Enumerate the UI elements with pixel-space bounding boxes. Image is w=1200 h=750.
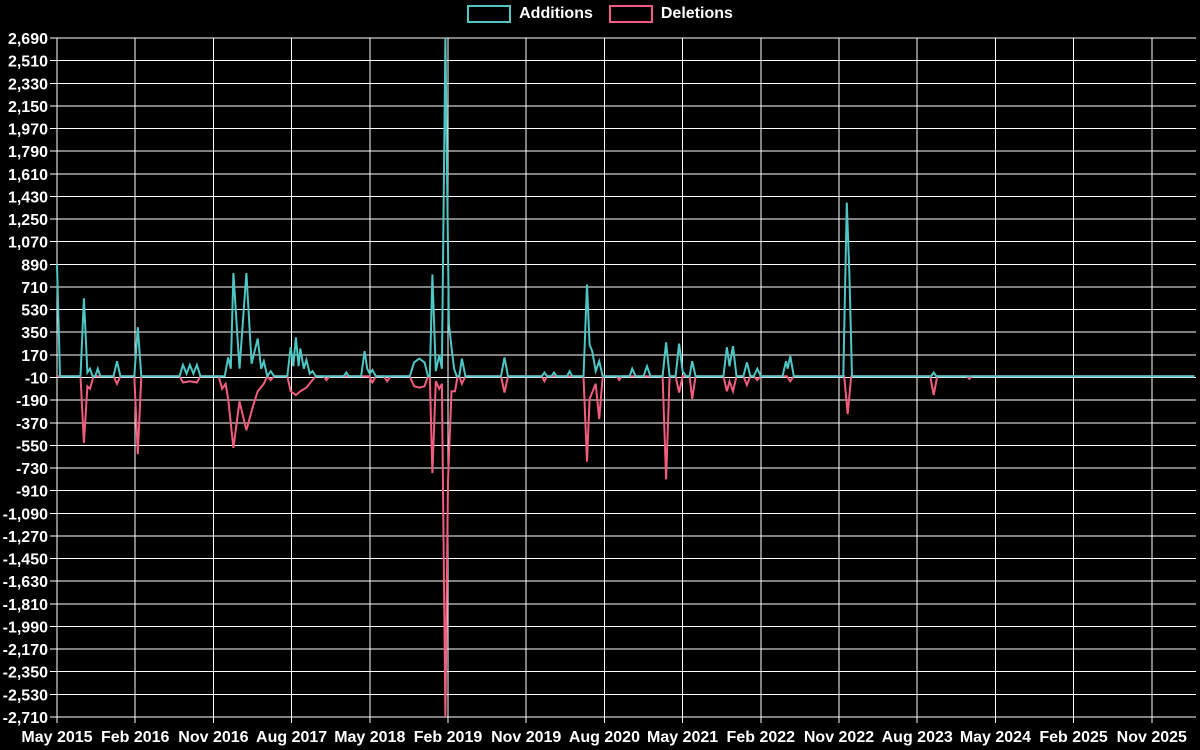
y-axis-tick-label: 1,790 [8,144,48,161]
x-axis-tick-label: May 2021 [647,729,718,746]
y-axis-tick-label: 2,690 [8,31,48,48]
x-axis-tick-label: Nov 2019 [491,729,561,746]
y-axis-tick-label: 2,150 [8,99,48,116]
y-axis-tick-label: 350 [21,325,48,342]
legend-item-additions: Additions [467,5,593,23]
legend-label-deletions: Deletions [660,5,733,22]
y-axis-tick-label: -1,630 [3,574,48,591]
x-axis-tick-label: Nov 2022 [804,729,874,746]
x-axis-tick-label: Nov 2016 [178,729,248,746]
x-axis-tick-label: Aug 2020 [569,729,640,746]
x-axis-tick-label: Feb 2025 [1039,729,1108,746]
y-axis-tick-label: -1,270 [3,529,48,546]
y-axis-tick-label: -2,530 [3,687,48,704]
x-axis-tick-label: May 2018 [334,729,405,746]
y-axis-tick-label: -2,170 [3,642,48,659]
y-axis-tick-label: 2,330 [8,76,48,93]
x-axis-tick-label: May 2015 [21,729,92,746]
y-axis-tick-label: 1,250 [8,212,48,229]
chart-legend: Additions Deletions [0,5,1200,23]
x-axis-tick-label: May 2024 [960,729,1031,746]
y-axis-tick-label: -910 [16,484,48,501]
y-axis-tick-label: 1,610 [8,167,48,184]
y-axis-tick-label: -730 [16,461,48,478]
x-axis-tick-label: Nov 2025 [1117,729,1187,746]
y-axis-tick-label: 1,430 [8,189,48,206]
x-axis-tick-label: Aug 2017 [256,729,327,746]
legend-label-additions: Additions [519,5,593,22]
deletions-swatch-icon [608,5,653,23]
x-axis-tick-label: Feb 2022 [727,729,796,746]
y-axis-tick-label: 710 [21,280,48,297]
y-axis-tick-label: 530 [21,303,48,320]
legend-item-deletions: Deletions [608,5,733,23]
additions-swatch-icon [467,5,512,23]
y-axis-tick-label: 170 [21,348,48,365]
y-axis-tick-label: -2,710 [3,710,48,727]
additions-series-line [56,37,1195,379]
y-axis-tick-label: -370 [16,416,48,433]
y-axis-tick-label: 1,070 [8,235,48,252]
x-axis-tick-label: Aug 2023 [882,729,953,746]
x-axis-tick-label: Feb 2016 [101,729,170,746]
y-axis-tick-label: 2,510 [8,54,48,71]
y-axis-tick-label: -190 [16,393,48,410]
y-axis-tick-label: -1,990 [3,619,48,636]
y-axis-tick-label: -550 [16,438,48,455]
deletions-series-line [57,374,1195,718]
y-axis-tick-label: -1,810 [3,597,48,614]
y-axis-tick-label: -1,450 [3,552,48,569]
y-axis-tick-label: -1,090 [3,506,48,523]
y-axis-tick-label: -2,350 [3,665,48,682]
y-axis-tick-label: 890 [21,257,48,274]
y-axis-tick-label: 1,970 [8,122,48,139]
y-axis-tick-label: -10 [25,371,48,388]
x-axis-tick-label: Feb 2019 [414,729,483,746]
